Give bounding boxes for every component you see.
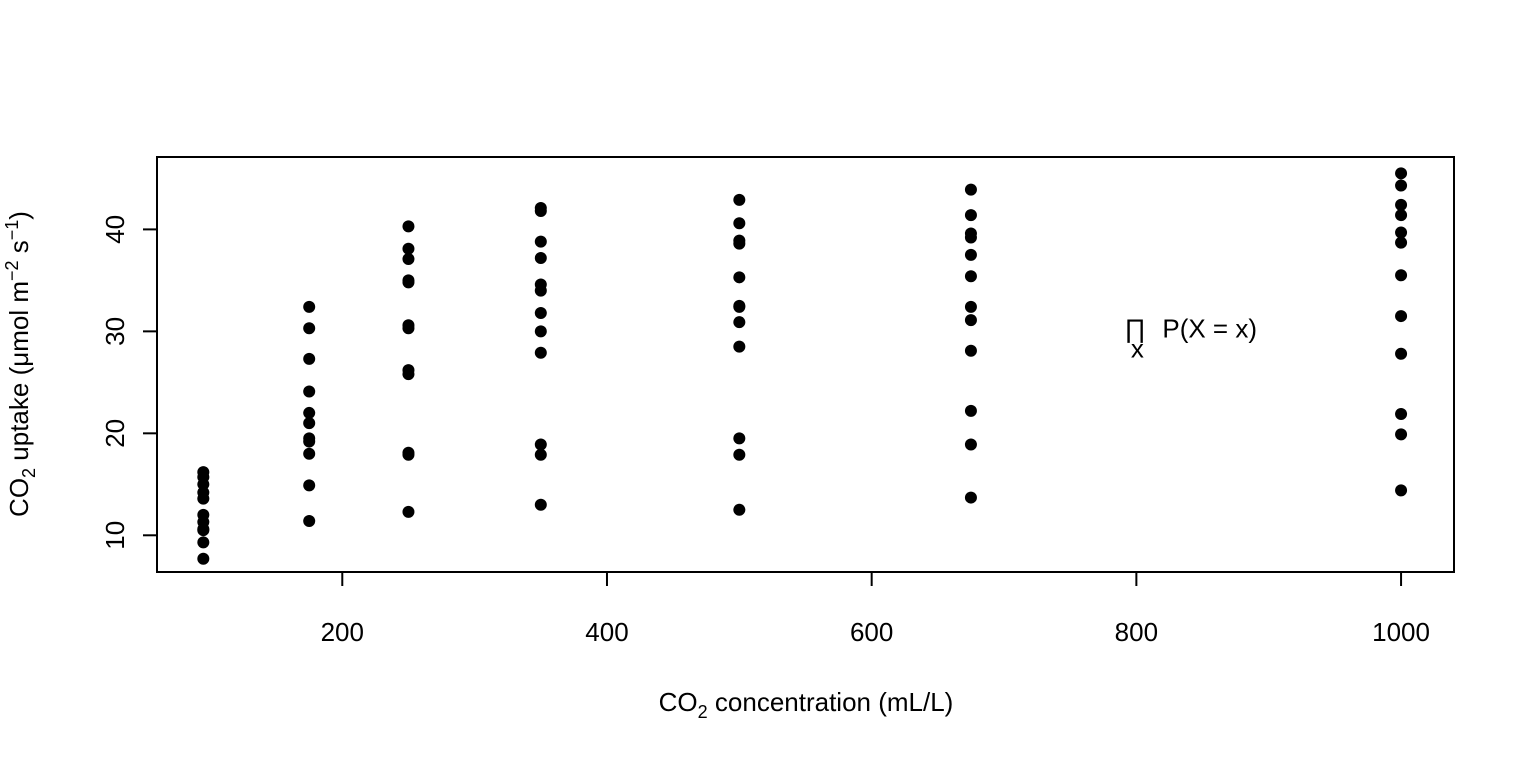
data-point bbox=[964, 404, 977, 417]
annotation-expression: P(X = x) bbox=[1162, 313, 1257, 343]
data-point bbox=[303, 417, 316, 430]
y-axis-label-post: ) bbox=[4, 211, 34, 220]
y-axis-label-sub: 2 bbox=[19, 468, 39, 478]
x-axis-label: CO2 concentration (mL/L) bbox=[659, 687, 954, 722]
data-point bbox=[964, 248, 977, 261]
data-point bbox=[303, 352, 316, 365]
data-point bbox=[733, 503, 746, 516]
data-point bbox=[402, 242, 415, 255]
y-axis-label-mid2: s bbox=[4, 240, 34, 260]
data-point bbox=[534, 307, 547, 320]
data-point bbox=[733, 271, 746, 284]
data-point bbox=[1395, 428, 1408, 441]
data-point bbox=[402, 322, 415, 335]
data-point bbox=[733, 300, 746, 313]
data-point bbox=[964, 344, 977, 357]
data-point bbox=[303, 322, 316, 335]
data-point bbox=[1395, 198, 1408, 211]
y-axis-label: CO2 uptake (μmol m−2 s−1) bbox=[2, 211, 39, 517]
y-tick-label: 40 bbox=[100, 215, 130, 244]
data-point bbox=[733, 448, 746, 461]
x-axis-label-pre: CO bbox=[659, 687, 698, 717]
y-axis-label-sup2: −1 bbox=[2, 220, 22, 241]
data-point bbox=[1395, 347, 1408, 360]
data-point bbox=[1395, 226, 1408, 239]
data-point bbox=[534, 346, 547, 359]
data-point bbox=[303, 385, 316, 398]
data-point bbox=[964, 270, 977, 283]
data-point bbox=[1395, 484, 1408, 497]
data-point bbox=[964, 231, 977, 244]
data-point bbox=[1395, 209, 1408, 222]
data-point bbox=[197, 552, 210, 565]
data-point bbox=[303, 406, 316, 419]
data-point bbox=[534, 498, 547, 511]
data-point bbox=[303, 447, 316, 460]
data-points bbox=[197, 167, 1408, 565]
data-point bbox=[733, 316, 746, 329]
plot-frame bbox=[156, 156, 1455, 573]
data-point bbox=[534, 251, 547, 264]
y-tick-label: 30 bbox=[100, 317, 130, 346]
data-point bbox=[402, 276, 415, 289]
data-point bbox=[197, 536, 210, 549]
data-point bbox=[964, 300, 977, 313]
x-tick-label: 1000 bbox=[1372, 617, 1430, 647]
data-point bbox=[303, 435, 316, 448]
y-tick-label: 10 bbox=[100, 521, 130, 550]
y-axis: 10 20 30 40 bbox=[100, 215, 158, 550]
data-point bbox=[733, 237, 746, 250]
data-point bbox=[964, 209, 977, 222]
data-point bbox=[1395, 310, 1408, 323]
y-axis-label-mid: uptake (μmol m bbox=[4, 281, 34, 468]
x-tick-label: 600 bbox=[850, 617, 893, 647]
data-point bbox=[1395, 407, 1408, 420]
y-axis-label-sup1: −2 bbox=[2, 260, 22, 281]
x-tick-label: 200 bbox=[321, 617, 364, 647]
x-axis: 200 400 600 800 1000 bbox=[321, 571, 1430, 647]
data-point bbox=[303, 515, 316, 528]
data-point bbox=[402, 220, 415, 233]
data-point bbox=[402, 368, 415, 381]
data-point bbox=[534, 205, 547, 218]
data-point bbox=[303, 479, 316, 492]
data-point bbox=[197, 492, 210, 505]
data-point bbox=[733, 340, 746, 353]
data-point bbox=[402, 505, 415, 518]
data-point bbox=[733, 217, 746, 230]
data-point bbox=[534, 284, 547, 297]
data-point bbox=[964, 438, 977, 451]
data-point bbox=[402, 252, 415, 265]
data-point bbox=[402, 448, 415, 461]
data-point bbox=[1395, 179, 1408, 192]
annotation-product-symbol: ∏ bbox=[1124, 313, 1145, 343]
x-axis-label-post: concentration (mL/L) bbox=[708, 687, 954, 717]
y-axis-label-pre: CO bbox=[4, 478, 34, 517]
data-point bbox=[733, 193, 746, 206]
data-point bbox=[534, 438, 547, 451]
x-axis-label-sub: 2 bbox=[698, 702, 708, 722]
x-tick-label: 400 bbox=[585, 617, 628, 647]
x-tick-label: 800 bbox=[1115, 617, 1158, 647]
data-point bbox=[1395, 167, 1408, 180]
data-point bbox=[1395, 236, 1408, 249]
data-point bbox=[1395, 269, 1408, 282]
annotation: ∏ x P(X = x) bbox=[1124, 313, 1257, 363]
data-point bbox=[534, 235, 547, 248]
data-point bbox=[733, 432, 746, 445]
data-point bbox=[534, 325, 547, 338]
annotation-product-index: x bbox=[1131, 333, 1144, 363]
y-tick-label: 20 bbox=[100, 419, 130, 448]
data-point bbox=[303, 300, 316, 313]
data-point bbox=[534, 448, 547, 461]
data-point bbox=[964, 491, 977, 504]
data-point bbox=[964, 314, 977, 327]
data-point bbox=[964, 183, 977, 196]
data-point bbox=[197, 524, 210, 537]
